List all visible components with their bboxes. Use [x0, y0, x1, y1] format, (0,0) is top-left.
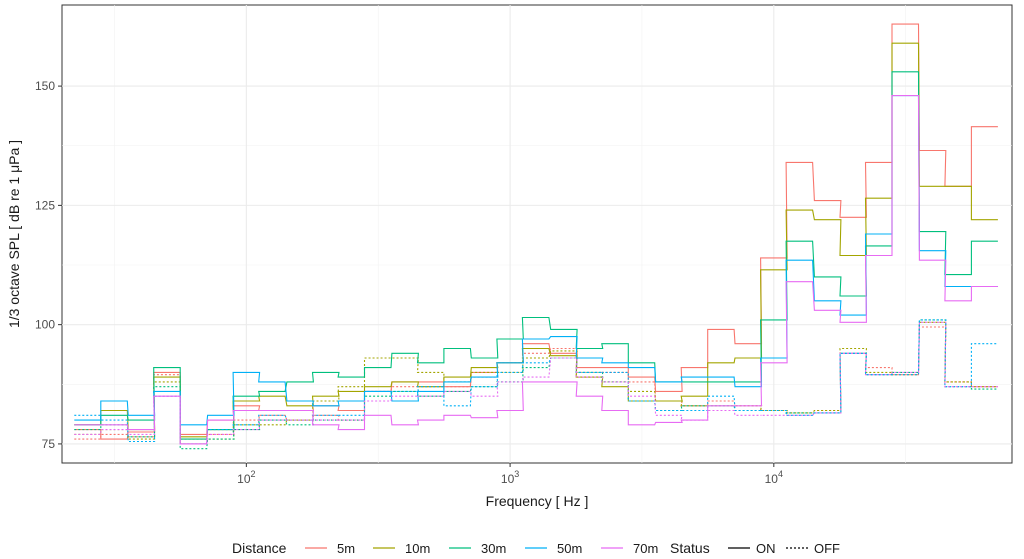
x-tick-base: 10: [501, 472, 515, 486]
series-30m-off: [74, 319, 998, 450]
series-70m-off: [74, 321, 998, 445]
series-70m-on: [74, 95, 998, 445]
legend-label-70m: 70m: [633, 541, 658, 556]
x-axis-title: Frequency [ Hz ]: [486, 493, 589, 509]
plot-panel: [61, 4, 1013, 464]
legend: Distance 5m 10m 30m 50m 70m Status ON OFF: [232, 540, 840, 556]
legend-label-off: OFF: [814, 541, 840, 556]
legend-distance-title: Distance: [232, 540, 287, 556]
x-tick-label: 104: [765, 469, 783, 486]
y-tick-label: 75: [42, 437, 56, 451]
y-tick-label: 150: [35, 79, 55, 93]
legend-label-5m: 5m: [337, 541, 355, 556]
x-tick-label: 103: [501, 469, 519, 486]
x-tick-label: 102: [237, 469, 255, 486]
legend-status-title: Status: [670, 540, 710, 556]
legend-label-on: ON: [756, 541, 776, 556]
y-tick-label: 125: [35, 198, 55, 212]
x-tick-exponent: 4: [778, 469, 783, 479]
x-tick-base: 10: [765, 472, 779, 486]
legend-label-30m: 30m: [481, 541, 506, 556]
series-layer: [74, 23, 998, 450]
legend-label-50m: 50m: [557, 541, 582, 556]
legend-label-10m: 10m: [405, 541, 430, 556]
x-tick-exponent: 3: [514, 469, 519, 479]
y-tick-label: 100: [35, 318, 55, 332]
x-tick-base: 10: [237, 472, 251, 486]
y-axis-title: 1/3 octave SPL [ dB re 1 μPa ]: [6, 140, 22, 328]
grid-layer: [62, 5, 1012, 463]
series-50m-off: [74, 319, 998, 445]
series-50m-on: [74, 95, 998, 426]
x-tick-exponent: 2: [251, 469, 256, 479]
